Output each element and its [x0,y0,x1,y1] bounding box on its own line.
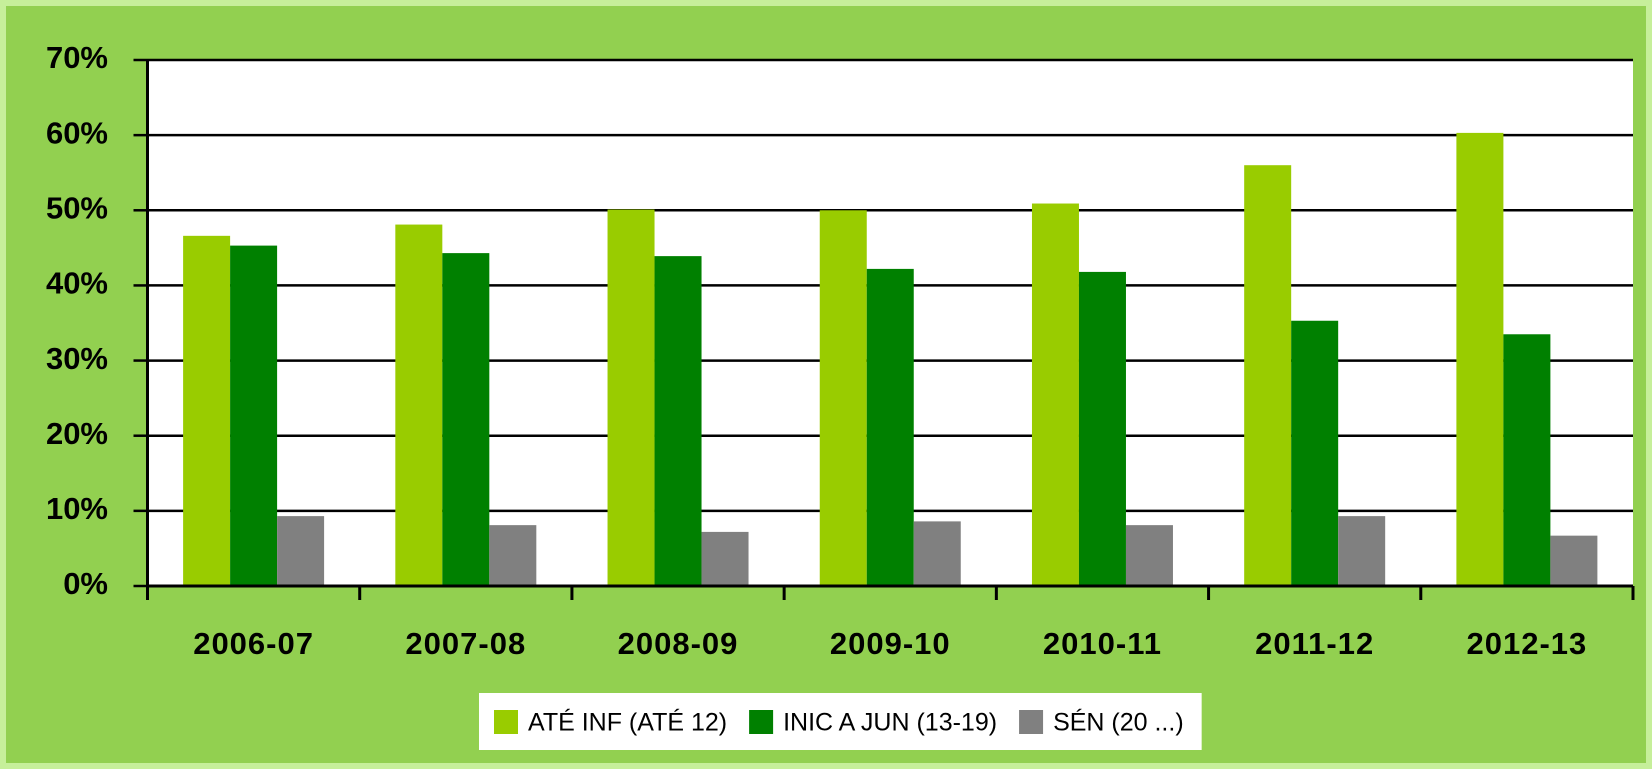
x-tick-label: 2007-08 [405,626,526,661]
legend-label: SÉN (20 ...) [1053,708,1184,737]
bar [489,525,537,586]
x-tick-label: 2008-09 [618,626,739,661]
bar [607,209,655,586]
bar [1503,334,1551,586]
legend-swatch [1019,710,1044,734]
bar [1031,203,1079,586]
legend-label: INIC A JUN (13-19) [783,709,997,737]
y-tick-label: 70% [46,40,108,75]
x-tick-label: 2009-10 [830,626,951,661]
y-tick-label: 40% [46,266,108,301]
bar [654,256,702,586]
y-tick-label: 20% [46,416,108,451]
bar [913,521,961,586]
x-tick-label: 2012-13 [1467,626,1588,661]
bar [395,224,443,586]
bar [183,235,231,586]
bar [1078,271,1126,586]
legend-swatch [749,710,774,734]
bar [701,531,749,586]
legend-swatch [494,710,518,734]
bar [866,268,914,586]
bar [1244,165,1292,586]
bar [1125,525,1173,586]
x-tick-label: 2010-11 [1043,626,1162,661]
bar [1550,535,1598,586]
bar [442,253,490,587]
y-tick-label: 30% [46,341,108,376]
y-tick-label: 0% [63,566,108,601]
x-tick-label: 2011-12 [1255,626,1374,661]
y-tick-label: 60% [46,115,108,150]
bar [819,210,867,587]
legend-label: ATÉ INF (ATÉ 12) [528,708,727,737]
y-tick-label: 10% [46,491,108,526]
bar [277,516,325,586]
legend [479,693,1202,750]
bar [1291,320,1339,586]
y-tick-label: 50% [46,190,108,225]
bar [1456,132,1504,587]
bar [1338,516,1386,586]
x-tick-label: 2006-07 [193,626,314,661]
bar [230,245,278,587]
